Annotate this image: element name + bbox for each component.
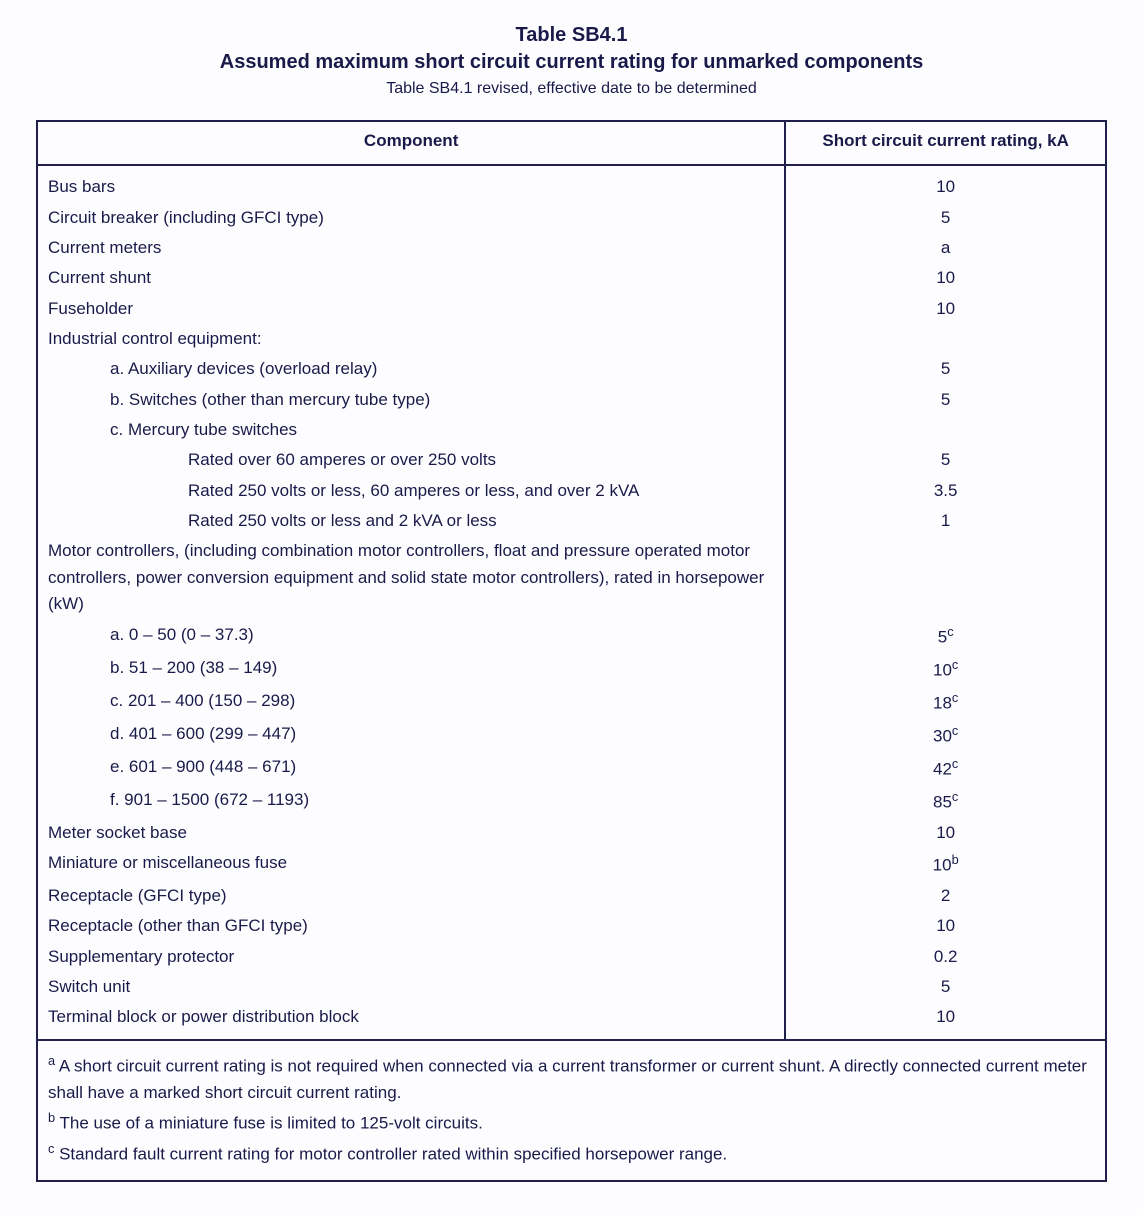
component-cell: Terminal block or power distribution blo… xyxy=(37,1002,785,1039)
table-header-row: Component Short circuit current rating, … xyxy=(37,121,1106,165)
rating-cell: 1 xyxy=(785,506,1106,536)
table-footnotes: a A short circuit current rating is not … xyxy=(36,1041,1107,1182)
rating-cell: 10 xyxy=(785,911,1106,941)
rating-cell: 10 xyxy=(785,294,1106,324)
component-cell: Current shunt xyxy=(37,263,785,293)
rating-cell: 85c xyxy=(785,785,1106,818)
table-row: e. 601 – 900 (448 – 671)42c xyxy=(37,752,1106,785)
component-cell: Miniature or miscellaneous fuse xyxy=(37,848,785,881)
rating-cell: 10 xyxy=(785,1002,1106,1039)
col-rating: Short circuit current rating, kA xyxy=(785,121,1106,165)
table-row: Current shunt10 xyxy=(37,263,1106,293)
table-row: Rated 250 volts or less, 60 amperes or l… xyxy=(37,476,1106,506)
component-cell: Receptacle (GFCI type) xyxy=(37,881,785,911)
rating-cell: 5 xyxy=(785,445,1106,475)
table-row: c. Mercury tube switches xyxy=(37,415,1106,445)
rating-cell: 5 xyxy=(785,354,1106,384)
footnote-text: The use of a miniature fuse is limited t… xyxy=(55,1114,483,1133)
rating-cell xyxy=(785,415,1106,445)
rating-cell: 18c xyxy=(785,686,1106,719)
table-row: Receptacle (GFCI type)2 xyxy=(37,881,1106,911)
component-cell: a. Auxiliary devices (overload relay) xyxy=(37,354,785,384)
table-row: Switch unit5 xyxy=(37,972,1106,1002)
rating-cell: 10 xyxy=(785,165,1106,202)
component-cell: Bus bars xyxy=(37,165,785,202)
table-row: c. 201 – 400 (150 – 298)18c xyxy=(37,686,1106,719)
component-cell: b. 51 – 200 (38 – 149) xyxy=(37,653,785,686)
rating-cell: 10c xyxy=(785,653,1106,686)
rating-cell: 3.5 xyxy=(785,476,1106,506)
rating-cell: 5 xyxy=(785,385,1106,415)
footnote-text: A short circuit current rating is not re… xyxy=(48,1056,1087,1101)
rating-cell: 5 xyxy=(785,203,1106,233)
rating-cell: 10 xyxy=(785,818,1106,848)
table-subtitle: Table SB4.1 revised, effective date to b… xyxy=(36,80,1107,98)
table-row: Rated over 60 amperes or over 250 volts5 xyxy=(37,445,1106,475)
footnote-text: Standard fault current rating for motor … xyxy=(54,1145,727,1164)
rating-cell: a xyxy=(785,233,1106,263)
table-row: Fuseholder10 xyxy=(37,294,1106,324)
table-row: Receptacle (other than GFCI type)10 xyxy=(37,911,1106,941)
component-cell: Meter socket base xyxy=(37,818,785,848)
table-row: a. Auxiliary devices (overload relay)5 xyxy=(37,354,1106,384)
component-cell: Rated over 60 amperes or over 250 volts xyxy=(37,445,785,475)
footnote-c: c Standard fault current rating for moto… xyxy=(48,1139,1095,1168)
component-cell: Receptacle (other than GFCI type) xyxy=(37,911,785,941)
component-cell: Circuit breaker (including GFCI type) xyxy=(37,203,785,233)
footnote-b: b The use of a miniature fuse is limited… xyxy=(48,1108,1095,1137)
rating-cell: 30c xyxy=(785,719,1106,752)
component-cell: Fuseholder xyxy=(37,294,785,324)
rating-cell: 5c xyxy=(785,620,1106,653)
rating-cell: 10b xyxy=(785,848,1106,881)
rating-cell xyxy=(785,324,1106,354)
sccr-table: Component Short circuit current rating, … xyxy=(36,120,1107,1041)
table-row: Current metersa xyxy=(37,233,1106,263)
footnote-a: a A short circuit current rating is not … xyxy=(48,1051,1095,1106)
component-cell: a. 0 – 50 (0 – 37.3) xyxy=(37,620,785,653)
rating-cell: 2 xyxy=(785,881,1106,911)
component-cell: f. 901 – 1500 (672 – 1193) xyxy=(37,785,785,818)
table-row: Industrial control equipment: xyxy=(37,324,1106,354)
component-cell: Supplementary protector xyxy=(37,942,785,972)
table-row: Meter socket base10 xyxy=(37,818,1106,848)
component-cell: Rated 250 volts or less, 60 amperes or l… xyxy=(37,476,785,506)
rating-cell: 5 xyxy=(785,972,1106,1002)
table-row: f. 901 – 1500 (672 – 1193)85c xyxy=(37,785,1106,818)
component-cell: Rated 250 volts or less and 2 kVA or les… xyxy=(37,506,785,536)
component-cell: c. 201 – 400 (150 – 298) xyxy=(37,686,785,719)
table-title: Assumed maximum short circuit current ra… xyxy=(36,51,1107,74)
col-component: Component xyxy=(37,121,785,165)
table-row: Miniature or miscellaneous fuse10b xyxy=(37,848,1106,881)
component-cell: Switch unit xyxy=(37,972,785,1002)
table-row: Rated 250 volts or less and 2 kVA or les… xyxy=(37,506,1106,536)
table-row: Supplementary protector0.2 xyxy=(37,942,1106,972)
table-row: Terminal block or power distribution blo… xyxy=(37,1002,1106,1039)
component-cell: c. Mercury tube switches xyxy=(37,415,785,445)
component-cell: Current meters xyxy=(37,233,785,263)
component-cell: e. 601 – 900 (448 – 671) xyxy=(37,752,785,785)
rating-cell: 0.2 xyxy=(785,942,1106,972)
table-title-block: Table SB4.1 Assumed maximum short circui… xyxy=(36,24,1107,98)
table-row: b. Switches (other than mercury tube typ… xyxy=(37,385,1106,415)
table-row: d. 401 – 600 (299 – 447)30c xyxy=(37,719,1106,752)
rating-cell: 42c xyxy=(785,752,1106,785)
table-row: b. 51 – 200 (38 – 149)10c xyxy=(37,653,1106,686)
table-row: Circuit breaker (including GFCI type)5 xyxy=(37,203,1106,233)
rating-cell: 10 xyxy=(785,263,1106,293)
table-number: Table SB4.1 xyxy=(36,24,1107,47)
component-cell: b. Switches (other than mercury tube typ… xyxy=(37,385,785,415)
table-row: Bus bars10 xyxy=(37,165,1106,202)
component-cell: Motor controllers, (including combinatio… xyxy=(37,536,785,619)
rating-cell xyxy=(785,536,1106,619)
table-row: Motor controllers, (including combinatio… xyxy=(37,536,1106,619)
component-cell: Industrial control equipment: xyxy=(37,324,785,354)
component-cell: d. 401 – 600 (299 – 447) xyxy=(37,719,785,752)
table-row: a. 0 – 50 (0 – 37.3)5c xyxy=(37,620,1106,653)
